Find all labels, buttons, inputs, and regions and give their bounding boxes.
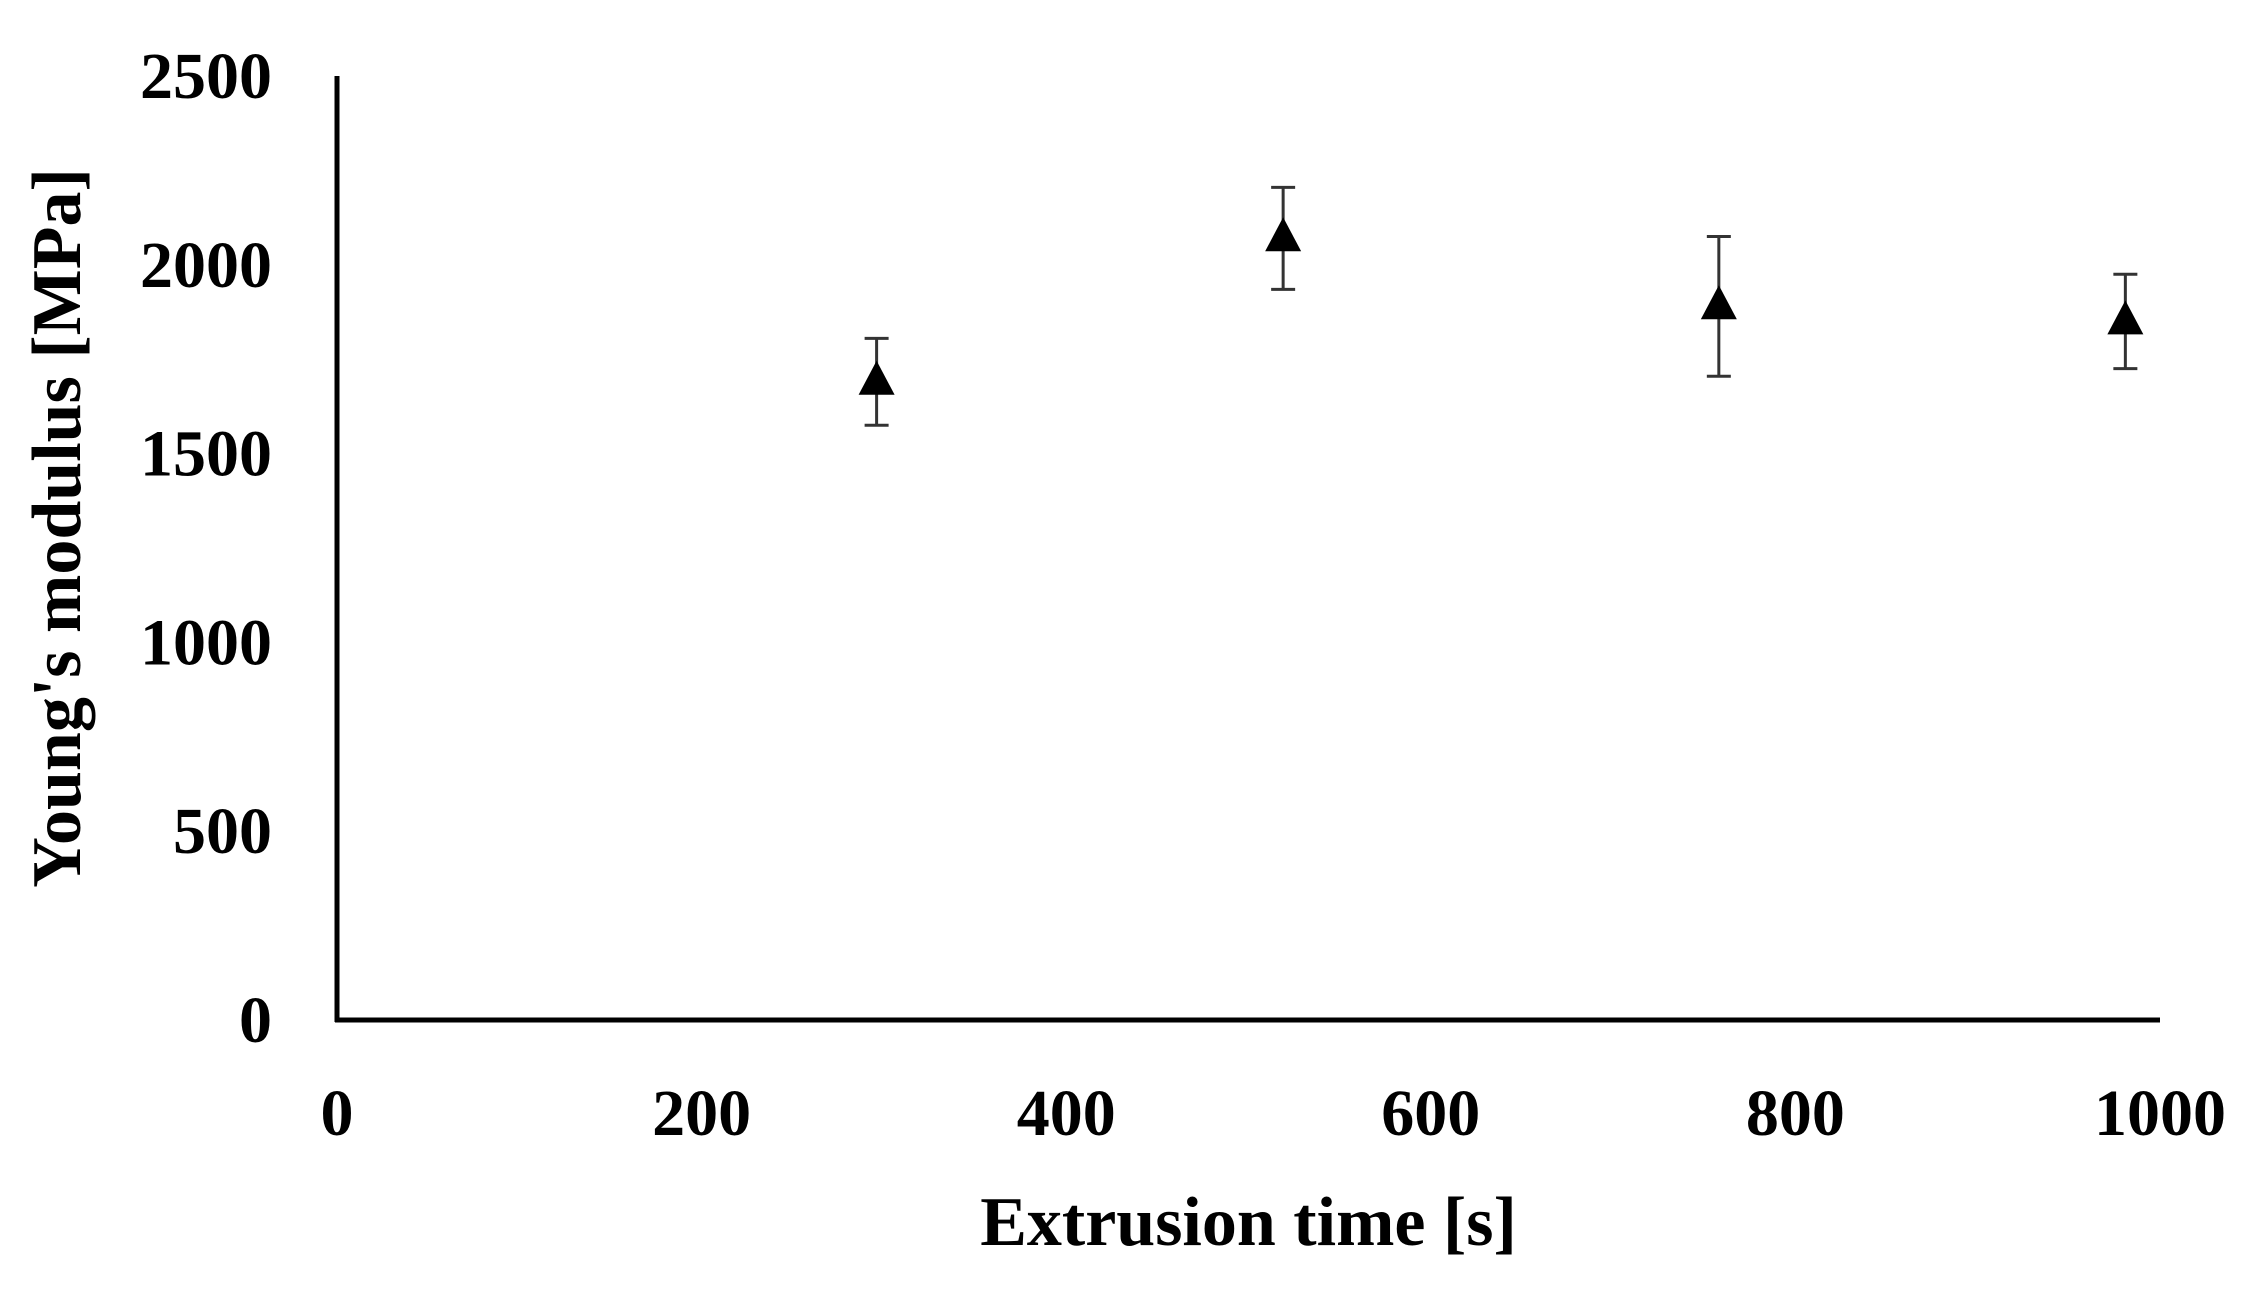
x-tick-label: 400 bbox=[1017, 1077, 1116, 1150]
tick-labels: 0 200 400 600 800 1000 0 500 1000 1500 2000 2500 bbox=[140, 40, 2226, 1150]
x-tick-label: 800 bbox=[1746, 1077, 1845, 1150]
triangle-marker bbox=[1700, 285, 1737, 320]
x-tick-label: 0 bbox=[321, 1077, 354, 1150]
y-tick-label: 1500 bbox=[140, 418, 272, 491]
triangle-marker bbox=[2107, 300, 2144, 335]
axes bbox=[334, 76, 2160, 1023]
triangle-marker bbox=[1265, 217, 1302, 252]
y-tick-label: 2000 bbox=[140, 229, 272, 302]
x-axis-title: Extrusion time [s] bbox=[980, 1184, 1517, 1261]
x-tick-label: 200 bbox=[652, 1077, 751, 1150]
y-tick-label: 0 bbox=[239, 984, 272, 1057]
data-points bbox=[858, 217, 2144, 395]
y-tick-label: 1000 bbox=[140, 606, 272, 679]
y-tick-label: 2500 bbox=[140, 40, 272, 113]
error-bars bbox=[864, 185, 2138, 427]
x-tick-label: 1000 bbox=[2094, 1077, 2226, 1150]
triangle-marker bbox=[858, 360, 895, 395]
y-tick-label: 500 bbox=[173, 795, 272, 868]
y-axis-title: Young's modulus [MPa] bbox=[19, 168, 96, 888]
x-tick-label: 600 bbox=[1381, 1077, 1480, 1150]
